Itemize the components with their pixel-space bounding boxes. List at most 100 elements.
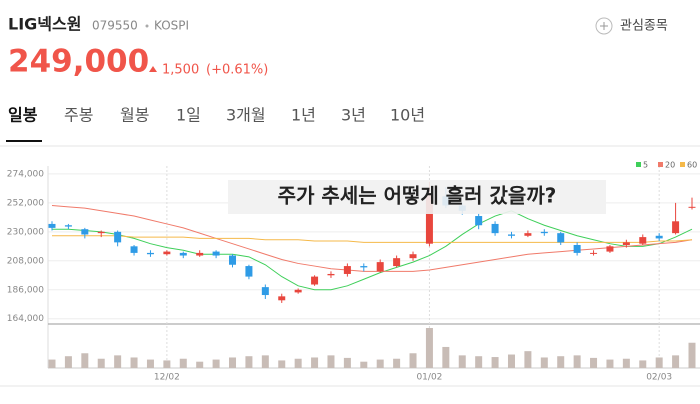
candle-body bbox=[376, 262, 384, 272]
candle-body bbox=[278, 296, 286, 301]
change: 1,500 bbox=[162, 63, 199, 78]
volume-bar bbox=[540, 357, 548, 368]
legend-label: 5 bbox=[643, 161, 648, 170]
candle-body bbox=[196, 252, 204, 256]
y-tick-label: 230,000 bbox=[7, 227, 44, 237]
volume-bar bbox=[130, 357, 138, 368]
volume-bar bbox=[212, 359, 220, 368]
candle-body bbox=[81, 229, 89, 235]
candle-body bbox=[311, 276, 319, 285]
watch-icon[interactable] bbox=[595, 17, 613, 35]
volume-bar bbox=[573, 355, 581, 368]
tab[interactable]: 일봉 bbox=[8, 106, 38, 125]
plus bbox=[600, 22, 608, 30]
volume-bar bbox=[327, 355, 335, 368]
candle-body bbox=[163, 251, 171, 255]
volume-bar bbox=[393, 358, 401, 368]
candle-body bbox=[261, 287, 269, 296]
tab[interactable]: 1일 bbox=[176, 106, 201, 125]
candle-body bbox=[343, 266, 351, 274]
candle-body bbox=[639, 237, 647, 244]
volume-bar bbox=[196, 361, 204, 368]
ma-line bbox=[52, 235, 693, 243]
volume-bar bbox=[278, 360, 286, 368]
y-tick-label: 252,000 bbox=[7, 198, 44, 208]
candle-body bbox=[524, 233, 532, 236]
change-pct: (+0.61%) bbox=[206, 63, 268, 78]
candle-body bbox=[212, 251, 220, 256]
stock-code: 079550 bbox=[92, 19, 138, 33]
legend-swatch bbox=[636, 162, 641, 167]
y-tick-label: 186,000 bbox=[7, 285, 44, 295]
volume-bar bbox=[639, 360, 647, 368]
candle-body bbox=[179, 252, 187, 256]
volume-bar bbox=[163, 360, 171, 368]
candle-body bbox=[393, 258, 401, 267]
volume-bar bbox=[590, 357, 598, 368]
tabs: 일봉 주봉 월봉 1일 3개월 1년 3년 10년 bbox=[6, 106, 425, 142]
watch-button[interactable]: 관심종목 bbox=[620, 19, 668, 34]
chart: 164,000 186,000 208,000 230,000 252,000 274,0… bbox=[7, 161, 700, 383]
ma-line bbox=[52, 210, 693, 291]
candle-body bbox=[64, 225, 72, 227]
x-tick-label: 12/02 bbox=[154, 373, 180, 383]
candle-body bbox=[229, 255, 237, 265]
volume-bar bbox=[524, 351, 532, 368]
legend-label: 60 bbox=[687, 161, 697, 170]
volume-bar bbox=[475, 356, 483, 368]
volume-bar bbox=[688, 342, 696, 368]
volume-bar bbox=[409, 353, 417, 368]
dot bbox=[145, 24, 149, 28]
price: 249,000 bbox=[8, 44, 149, 80]
volume-bar bbox=[442, 346, 450, 368]
volume-bar bbox=[425, 328, 433, 368]
tab[interactable]: 3개월 bbox=[226, 106, 266, 125]
volume-bar bbox=[343, 357, 351, 368]
tab[interactable]: 1년 bbox=[291, 106, 316, 125]
candle-body bbox=[360, 266, 368, 268]
volume-bar bbox=[48, 359, 56, 368]
candle-body bbox=[606, 246, 614, 252]
candle-body bbox=[425, 193, 433, 244]
candle-body bbox=[655, 235, 663, 239]
candle-body bbox=[491, 223, 499, 234]
candle-body bbox=[97, 231, 105, 234]
candle-body bbox=[507, 234, 515, 236]
candle-body bbox=[130, 246, 138, 253]
candle-body bbox=[294, 289, 302, 293]
tab[interactable]: 10년 bbox=[390, 106, 425, 125]
volume-bar bbox=[507, 354, 515, 368]
stock-name: LIG넥스원 bbox=[8, 15, 81, 34]
volume-bar bbox=[81, 353, 89, 368]
tab[interactable]: 주봉 bbox=[64, 106, 93, 125]
volume-bar bbox=[672, 355, 680, 368]
y-tick-label: 208,000 bbox=[7, 256, 44, 266]
candle-body bbox=[622, 242, 630, 245]
volume-bar bbox=[491, 357, 499, 368]
candle-body bbox=[114, 231, 122, 243]
legend-label: 20 bbox=[665, 161, 675, 170]
candle-body bbox=[573, 245, 581, 253]
x-tick-label: 01/02 bbox=[416, 373, 442, 383]
volume-bar bbox=[622, 358, 630, 368]
up-arrow bbox=[149, 66, 157, 72]
volume-bar bbox=[97, 358, 105, 368]
volume-bar bbox=[557, 356, 565, 368]
y-tick-label: 274,000 bbox=[7, 169, 44, 179]
tab[interactable]: 3년 bbox=[341, 106, 366, 125]
x-tick-label: 02/03 bbox=[646, 373, 672, 383]
candle-body bbox=[672, 221, 680, 234]
candle-body bbox=[48, 223, 56, 228]
legend-swatch bbox=[658, 162, 663, 167]
volume-bar bbox=[655, 357, 663, 368]
volume-bar bbox=[229, 357, 237, 368]
overlay-text: 주가 추세는 어떻게 흘러 갔을까? bbox=[278, 184, 557, 208]
tab[interactable]: 월봉 bbox=[120, 106, 149, 125]
candle-body bbox=[327, 273, 335, 276]
y-tick-label: 164,000 bbox=[7, 314, 44, 324]
overlay-bg bbox=[228, 180, 606, 214]
legend-swatch bbox=[680, 162, 685, 167]
candle-body bbox=[409, 254, 417, 259]
